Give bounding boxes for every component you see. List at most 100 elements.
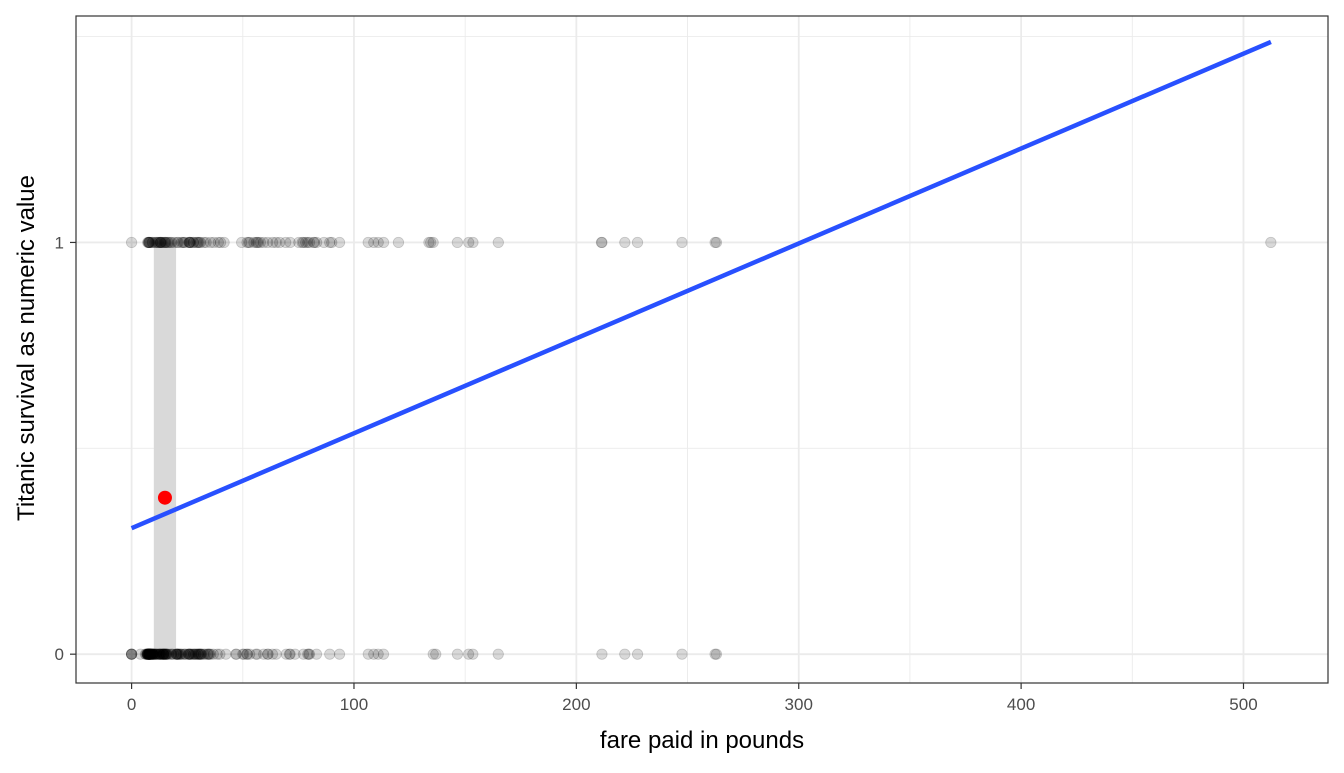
data-point bbox=[142, 648, 154, 660]
data-point bbox=[184, 236, 196, 249]
data-point bbox=[195, 648, 208, 660]
data-point bbox=[143, 648, 155, 660]
data-point bbox=[144, 648, 157, 660]
data-point bbox=[158, 648, 170, 660]
data-point bbox=[204, 648, 217, 660]
data-point bbox=[248, 236, 260, 249]
data-point bbox=[170, 648, 183, 660]
data-point bbox=[147, 648, 160, 660]
data-point bbox=[270, 648, 282, 660]
data-point bbox=[140, 648, 152, 660]
data-point bbox=[262, 648, 274, 660]
data-point bbox=[333, 236, 346, 249]
data-point bbox=[192, 236, 204, 249]
data-point bbox=[362, 236, 374, 249]
data-point bbox=[141, 648, 153, 660]
data-point bbox=[709, 648, 721, 660]
data-point bbox=[241, 648, 253, 660]
data-point bbox=[153, 648, 165, 660]
data-point bbox=[333, 648, 346, 660]
x-tick-label: 200 bbox=[562, 695, 590, 714]
data-point bbox=[146, 236, 158, 249]
data-point bbox=[300, 236, 312, 249]
data-point bbox=[161, 648, 173, 660]
data-point bbox=[270, 236, 282, 249]
data-point bbox=[676, 648, 688, 660]
data-point bbox=[203, 648, 215, 660]
data-point bbox=[144, 648, 156, 660]
data-point bbox=[250, 236, 262, 249]
data-point bbox=[368, 648, 380, 660]
data-point bbox=[144, 648, 156, 660]
points-layer bbox=[125, 236, 1277, 660]
data-point bbox=[368, 236, 380, 249]
data-point bbox=[297, 236, 310, 249]
highlight-point bbox=[157, 490, 172, 505]
data-point bbox=[150, 236, 162, 249]
data-point bbox=[142, 648, 154, 660]
data-point bbox=[182, 648, 194, 660]
data-point bbox=[150, 648, 163, 660]
data-point bbox=[168, 236, 180, 249]
data-point bbox=[492, 236, 504, 249]
data-point bbox=[185, 648, 197, 660]
data-point bbox=[158, 648, 170, 660]
data-point bbox=[156, 648, 168, 660]
data-point bbox=[154, 236, 167, 249]
minor-gridlines bbox=[76, 16, 1328, 683]
data-point bbox=[189, 648, 202, 660]
data-point bbox=[145, 648, 157, 660]
data-point bbox=[153, 648, 165, 660]
data-point bbox=[147, 648, 159, 660]
data-point bbox=[167, 648, 179, 660]
data-point bbox=[254, 236, 266, 249]
data-point bbox=[185, 236, 197, 249]
data-point bbox=[188, 648, 200, 660]
data-point bbox=[244, 236, 256, 249]
data-point bbox=[310, 648, 323, 660]
data-point bbox=[125, 648, 138, 660]
x-tick-label: 400 bbox=[1007, 695, 1035, 714]
data-point bbox=[631, 236, 644, 249]
data-point bbox=[318, 236, 330, 249]
data-point bbox=[172, 648, 184, 660]
y-tick-label: 1 bbox=[55, 233, 64, 252]
data-point bbox=[194, 648, 206, 660]
data-point bbox=[183, 648, 195, 660]
data-point bbox=[125, 648, 138, 660]
data-point bbox=[159, 236, 171, 249]
data-point bbox=[177, 236, 189, 249]
data-point bbox=[186, 648, 198, 660]
major-gridlines bbox=[76, 16, 1328, 683]
data-point bbox=[619, 236, 631, 249]
data-point bbox=[427, 648, 439, 660]
data-point bbox=[161, 648, 173, 660]
data-point bbox=[155, 236, 167, 249]
data-point bbox=[179, 648, 191, 660]
data-point bbox=[143, 648, 155, 660]
data-point bbox=[193, 236, 206, 249]
data-point bbox=[147, 648, 159, 660]
data-point bbox=[230, 648, 242, 660]
data-point bbox=[151, 648, 163, 660]
data-point bbox=[293, 236, 305, 249]
data-point bbox=[150, 648, 162, 660]
data-point bbox=[194, 236, 207, 249]
data-point bbox=[142, 648, 154, 660]
data-point bbox=[183, 236, 196, 249]
data-point bbox=[158, 648, 170, 660]
data-point bbox=[362, 648, 374, 660]
data-point bbox=[463, 236, 475, 249]
data-point bbox=[190, 236, 202, 249]
data-point bbox=[158, 236, 170, 249]
data-point bbox=[154, 648, 167, 660]
data-point bbox=[154, 648, 167, 660]
data-point bbox=[423, 236, 435, 249]
data-point bbox=[377, 648, 390, 660]
data-point bbox=[308, 236, 320, 249]
data-point bbox=[197, 648, 210, 660]
data-point bbox=[258, 236, 270, 249]
data-point bbox=[596, 648, 608, 660]
data-point bbox=[284, 236, 296, 249]
data-point bbox=[179, 648, 191, 660]
